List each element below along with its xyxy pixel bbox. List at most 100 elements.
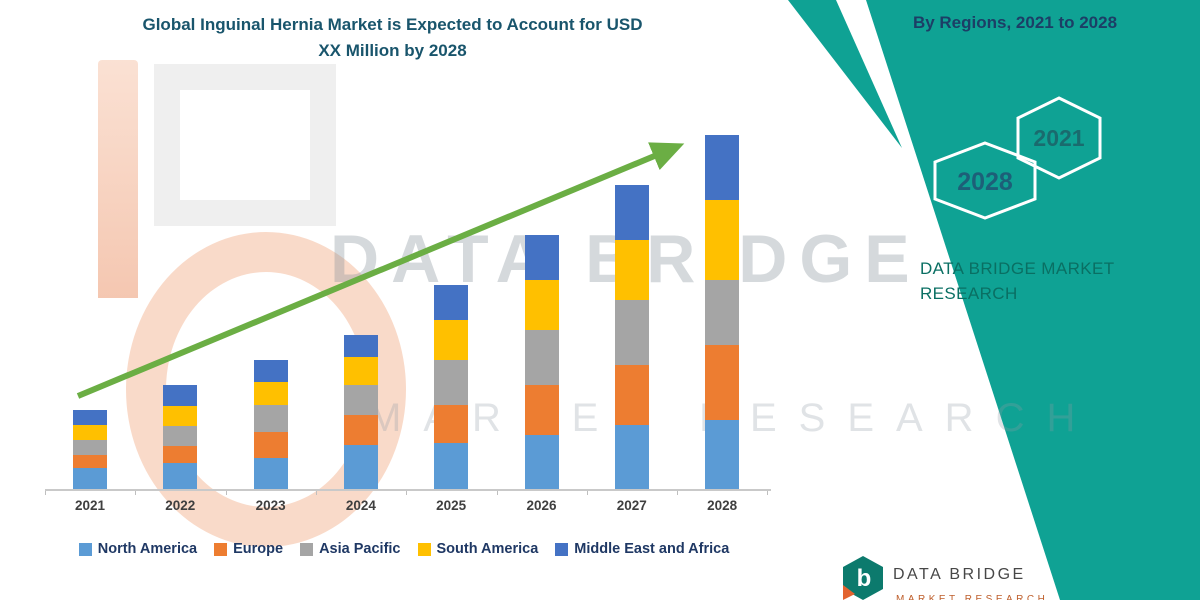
legend-item-middle-east-and-africa: Middle East and Africa xyxy=(555,541,729,557)
panel-brand-line1: DATA BRIDGE MARKET xyxy=(920,259,1115,278)
axis-tick xyxy=(767,489,769,495)
footer-logo: b DATA BRIDGE xyxy=(842,555,1026,600)
legend-swatch-asia-pacific xyxy=(300,542,314,556)
bar-segment-middle-east-and-africa xyxy=(163,385,198,406)
logo-orange-accent xyxy=(843,585,855,600)
bar-segment-middle-east-and-africa xyxy=(73,410,107,425)
bar-segment-asia-pacific xyxy=(524,330,559,385)
bar-segment-middle-east-and-africa xyxy=(343,335,378,357)
x-axis-label-2028: 2028 xyxy=(707,498,738,513)
x-axis-label-2022: 2022 xyxy=(165,498,196,513)
bar-segment-south-america xyxy=(434,320,469,360)
hexagon-2028-label: 2028 xyxy=(957,168,1013,196)
legend-label-asia-pacific: Asia Pacific xyxy=(319,541,401,557)
chart-legend: North America Europe Asia Pacific South Ame… xyxy=(38,541,770,557)
legend-item-south-america: South America xyxy=(417,541,539,557)
x-axis-label-2027: 2027 xyxy=(616,498,647,513)
bar-segment-north-america xyxy=(524,435,559,490)
axis-tick xyxy=(496,489,498,495)
bar-segment-south-america xyxy=(253,382,288,405)
footer-logo-text: DATA BRIDGE xyxy=(893,566,1026,583)
x-axis-line xyxy=(45,489,771,491)
stacked-bar-2027 xyxy=(614,185,649,490)
bar-segment-asia-pacific xyxy=(434,360,469,405)
bar-segment-north-america xyxy=(253,458,288,490)
legend-label-south-america: South America xyxy=(436,541,539,557)
panel-brand-text: DATA BRIDGE MARKET RESEARCH xyxy=(920,256,1115,306)
bar-segment-asia-pacific xyxy=(343,385,378,415)
legend-swatch-europe xyxy=(214,542,228,556)
stacked-bar-2023 xyxy=(253,360,288,490)
hexagon-2021-label: 2021 xyxy=(1033,125,1084,151)
bar-segment-south-america xyxy=(524,280,559,330)
legend-label-north-america: North America xyxy=(97,541,198,557)
chart-title: Global Inguinal Hernia Market is Expecte… xyxy=(70,12,715,65)
bar-segment-north-america xyxy=(343,445,378,490)
bar-segment-south-america xyxy=(614,240,649,300)
legend-item-asia-pacific: Asia Pacific xyxy=(300,541,401,557)
bar-segment-asia-pacific xyxy=(614,300,649,365)
legend-label-europe: Europe xyxy=(233,541,284,557)
legend-item-north-america: North America xyxy=(78,541,198,557)
legend-item-europe: Europe xyxy=(214,541,283,557)
bar-segment-middle-east-and-africa xyxy=(524,235,559,280)
stacked-bar-2026 xyxy=(524,235,559,490)
x-axis-label-2023: 2023 xyxy=(255,498,286,513)
bar-segment-europe xyxy=(705,345,740,420)
legend-label-middle-east-and-africa: Middle East and Africa xyxy=(574,541,730,557)
stacked-bar-2024 xyxy=(343,335,378,490)
axis-tick xyxy=(406,489,408,495)
bar-segment-north-america xyxy=(163,463,198,490)
bar-segment-europe xyxy=(163,446,198,463)
x-axis-label-2021: 2021 xyxy=(74,498,106,513)
bar-segment-north-america xyxy=(614,425,649,490)
x-axis-label-2024: 2024 xyxy=(345,498,376,513)
axis-tick xyxy=(677,489,679,495)
legend-swatch-north-america xyxy=(78,542,92,556)
bar-segment-europe xyxy=(614,365,649,425)
side-panel-heading: By Regions, 2021 to 2028 xyxy=(912,13,1118,32)
bar-segment-europe xyxy=(73,455,107,468)
bar-segment-middle-east-and-africa xyxy=(614,185,649,240)
logo-hexagon xyxy=(843,556,883,600)
bar-segment-middle-east-and-africa xyxy=(253,360,288,382)
stacked-bar-2028 xyxy=(705,135,740,490)
chart-title-line2: XX Million by 2028 xyxy=(318,41,467,61)
bar-segment-middle-east-and-africa xyxy=(434,285,469,320)
bar-segment-asia-pacific xyxy=(163,426,198,446)
axis-tick xyxy=(586,489,588,495)
bar-segment-south-america xyxy=(705,200,740,280)
bar-segment-south-america xyxy=(343,357,378,385)
panel-brand-line2: RESEARCH xyxy=(920,284,1018,303)
bar-segment-europe xyxy=(253,432,288,458)
bar-segment-europe xyxy=(524,385,559,435)
bar-segment-asia-pacific xyxy=(705,280,740,345)
axis-tick xyxy=(225,489,227,495)
stacked-bar-2025 xyxy=(434,285,469,490)
bar-segment-south-america xyxy=(163,406,198,426)
bar-segment-north-america xyxy=(73,468,107,490)
axis-tick xyxy=(45,489,46,495)
bar-segment-europe xyxy=(434,405,469,443)
year-hexagons: 2021 2028 xyxy=(933,96,1102,220)
bar-segment-south-america xyxy=(73,425,107,440)
axis-tick xyxy=(315,489,317,495)
bar-segment-asia-pacific xyxy=(253,405,288,432)
data-bridge-logo-icon: b xyxy=(843,556,883,600)
x-axis-label-2026: 2026 xyxy=(526,498,557,513)
axis-tick xyxy=(135,489,137,495)
bar-segment-north-america xyxy=(434,443,469,490)
footer-logo-subtext: MARKET RESEARCH xyxy=(896,594,1049,600)
legend-swatch-middle-east-and-africa xyxy=(555,542,569,556)
hexagon-2021-outline xyxy=(1016,96,1102,180)
bar-segment-europe xyxy=(343,415,378,445)
stacked-bar-2021 xyxy=(73,410,107,490)
stacked-bar-2022 xyxy=(163,385,198,490)
hexagon-2028-outline xyxy=(933,141,1037,220)
logo-letter: b xyxy=(857,565,872,592)
bar-segment-asia-pacific xyxy=(73,440,107,455)
chart-title-line1: Global Inguinal Hernia Market is Expecte… xyxy=(142,15,643,34)
bar-segment-middle-east-and-africa xyxy=(705,135,740,200)
legend-swatch-south-america xyxy=(417,542,431,556)
